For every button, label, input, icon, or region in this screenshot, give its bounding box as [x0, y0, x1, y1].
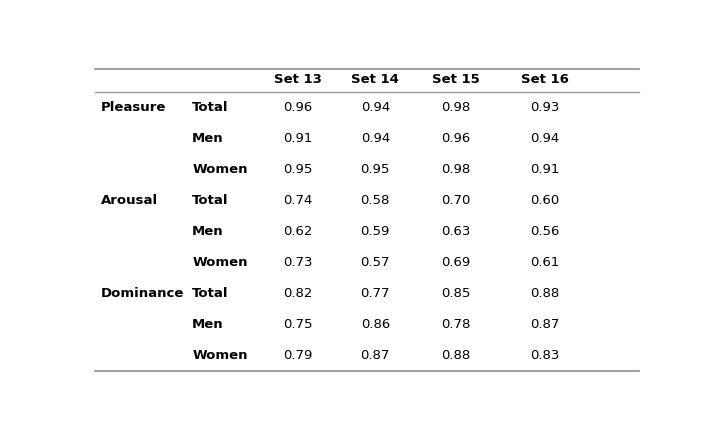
Text: 0.94: 0.94	[361, 101, 390, 114]
Text: Women: Women	[192, 256, 248, 269]
Text: Total: Total	[192, 101, 228, 114]
Text: 0.86: 0.86	[361, 318, 390, 331]
Text: 0.95: 0.95	[361, 163, 390, 176]
Text: 0.96: 0.96	[283, 101, 312, 114]
Text: 0.95: 0.95	[283, 163, 312, 176]
Text: Total: Total	[192, 287, 228, 300]
Text: 0.79: 0.79	[283, 349, 312, 362]
Text: 0.61: 0.61	[530, 256, 559, 269]
Text: Pleasure: Pleasure	[100, 101, 166, 114]
Text: 0.93: 0.93	[530, 101, 559, 114]
Text: Men: Men	[192, 132, 224, 145]
Text: 0.58: 0.58	[361, 194, 390, 207]
Text: Men: Men	[192, 225, 224, 238]
Text: 0.60: 0.60	[530, 194, 559, 207]
Text: Total: Total	[192, 194, 228, 207]
Text: Women: Women	[192, 163, 248, 176]
Text: Men: Men	[192, 318, 224, 331]
Text: 0.85: 0.85	[441, 287, 470, 300]
Text: 0.88: 0.88	[441, 349, 470, 362]
Text: Set 15: Set 15	[432, 74, 480, 86]
Text: 0.77: 0.77	[361, 287, 390, 300]
Text: 0.94: 0.94	[530, 132, 559, 145]
Text: 0.88: 0.88	[530, 287, 559, 300]
Text: 0.73: 0.73	[283, 256, 312, 269]
Text: 0.91: 0.91	[530, 163, 559, 176]
Text: 0.98: 0.98	[441, 101, 470, 114]
Text: Set 14: Set 14	[352, 74, 400, 86]
Text: 0.62: 0.62	[283, 225, 312, 238]
Text: Set 16: Set 16	[521, 74, 569, 86]
Text: 0.59: 0.59	[361, 225, 390, 238]
Text: Dominance: Dominance	[100, 287, 184, 300]
Text: 0.74: 0.74	[283, 194, 312, 207]
Text: 0.75: 0.75	[283, 318, 312, 331]
Text: 0.70: 0.70	[441, 194, 470, 207]
Text: Women: Women	[192, 349, 248, 362]
Text: 0.94: 0.94	[361, 132, 390, 145]
Text: 0.63: 0.63	[441, 225, 470, 238]
Text: 0.87: 0.87	[530, 318, 559, 331]
Text: 0.56: 0.56	[530, 225, 559, 238]
Text: 0.91: 0.91	[283, 132, 312, 145]
Text: 0.98: 0.98	[441, 163, 470, 176]
Text: 0.87: 0.87	[361, 349, 390, 362]
Text: 0.78: 0.78	[441, 318, 470, 331]
Text: 0.82: 0.82	[283, 287, 312, 300]
Text: Arousal: Arousal	[100, 194, 158, 207]
Text: 0.57: 0.57	[361, 256, 390, 269]
Text: 0.69: 0.69	[441, 256, 470, 269]
Text: 0.96: 0.96	[441, 132, 470, 145]
Text: Set 13: Set 13	[274, 74, 321, 86]
Text: 0.83: 0.83	[530, 349, 559, 362]
